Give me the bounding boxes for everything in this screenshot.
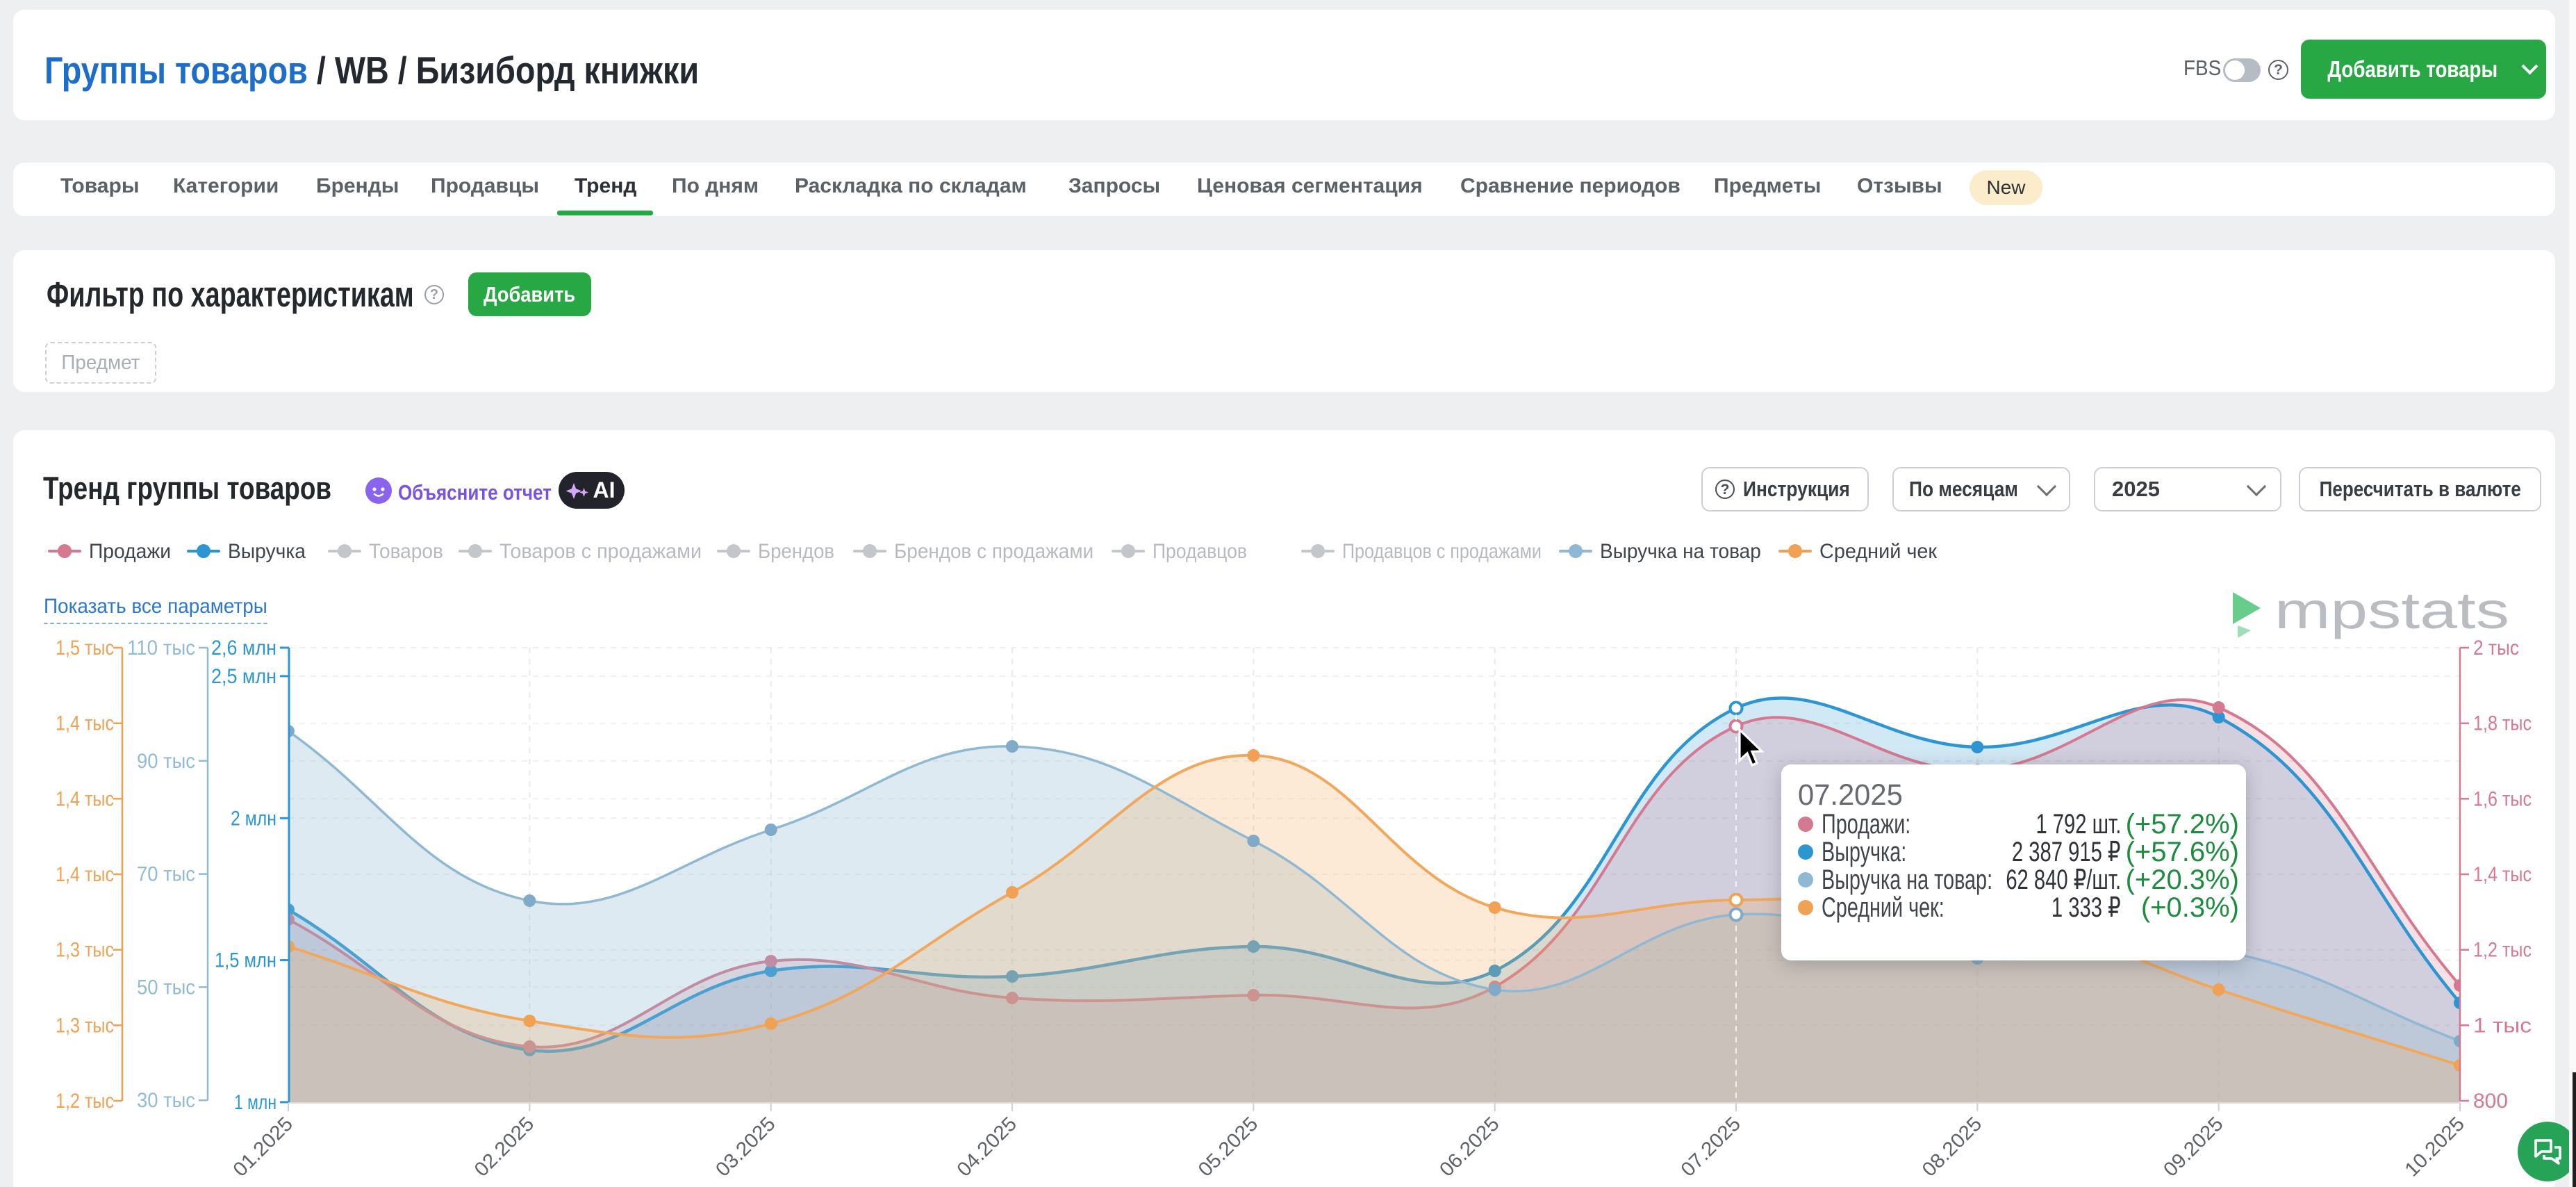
svg-text:1,8 тыс: 1,8 тыс	[2473, 712, 2532, 735]
svg-text:03.2025: 03.2025	[711, 1113, 779, 1181]
svg-text:08.2025: 08.2025	[1918, 1113, 1986, 1181]
svg-text:mpstats: mpstats	[2274, 582, 2509, 639]
svg-text:09.2025: 09.2025	[2159, 1113, 2227, 1181]
svg-text:2 тыс: 2 тыс	[2473, 637, 2519, 660]
svg-text:10.2025: 10.2025	[2401, 1113, 2469, 1181]
svg-text:1,4 тыс: 1,4 тыс	[56, 712, 114, 735]
svg-text:1,3 тыс: 1,3 тыс	[56, 1014, 114, 1037]
svg-text:01.2025: 01.2025	[229, 1113, 297, 1181]
svg-text:2,5 млн: 2,5 млн	[211, 665, 276, 688]
svg-text:05.2025: 05.2025	[1194, 1113, 1262, 1181]
svg-text:30 тыс: 30 тыс	[137, 1089, 195, 1112]
svg-text:800: 800	[2473, 1090, 2508, 1113]
svg-text:07.2025: 07.2025	[1677, 1113, 1745, 1181]
svg-text:04.2025: 04.2025	[953, 1113, 1021, 1181]
svg-text:1,4 тыс: 1,4 тыс	[2473, 863, 2532, 886]
svg-text:90 тыс: 90 тыс	[137, 750, 195, 773]
svg-text:1 тыс: 1 тыс	[2473, 1014, 2532, 1037]
svg-text:70 тыс: 70 тыс	[137, 863, 195, 886]
svg-text:1,2 тыс: 1,2 тыс	[2473, 939, 2532, 962]
svg-text:2 млн: 2 млн	[231, 807, 276, 830]
svg-text:1,4 тыс: 1,4 тыс	[56, 787, 114, 810]
svg-text:1,6 тыс: 1,6 тыс	[2473, 787, 2532, 810]
svg-text:1,3 тыс: 1,3 тыс	[56, 939, 114, 962]
svg-text:06.2025: 06.2025	[1435, 1113, 1503, 1181]
svg-text:110 тыс: 110 тыс	[127, 637, 195, 660]
svg-text:1,4 тыс: 1,4 тыс	[56, 863, 114, 886]
svg-text:1,2 тыс: 1,2 тыс	[56, 1090, 114, 1113]
svg-text:1,5 тыс: 1,5 тыс	[56, 637, 114, 660]
svg-text:50 тыс: 50 тыс	[137, 976, 195, 999]
svg-text:1,5 млн: 1,5 млн	[215, 949, 276, 972]
svg-text:1 млн: 1 млн	[234, 1091, 276, 1114]
svg-text:2,6 млн: 2,6 млн	[211, 637, 276, 660]
svg-text:02.2025: 02.2025	[470, 1113, 538, 1181]
